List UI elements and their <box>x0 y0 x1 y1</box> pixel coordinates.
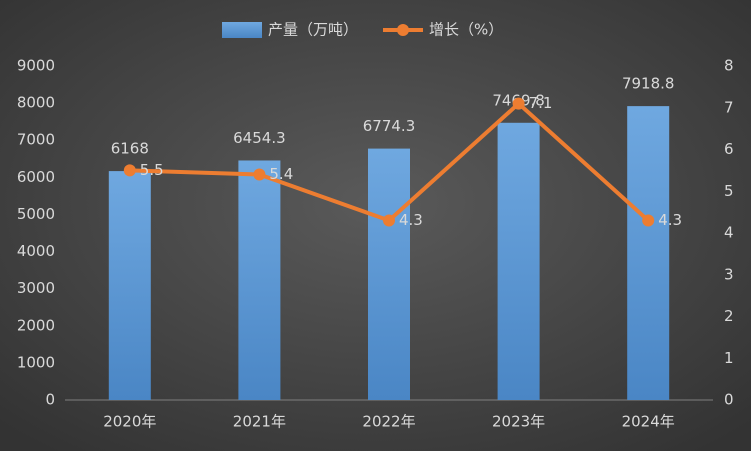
y-tick-label: 0 <box>45 391 55 409</box>
legend-label: 产量（万吨） <box>268 21 358 39</box>
bar-value-label: 6168 <box>111 140 149 158</box>
line-point <box>642 214 655 227</box>
line-value-label: 4.3 <box>658 211 682 229</box>
line-value-label: 4.3 <box>399 211 423 229</box>
line-point <box>123 164 136 177</box>
y-tick-label: 1000 <box>17 353 55 371</box>
legend-swatch <box>397 24 409 36</box>
y-tick-label: 7000 <box>17 131 55 149</box>
bar-value-label: 7918.8 <box>622 75 675 93</box>
line-value-label: 7.1 <box>529 94 553 112</box>
line-point <box>253 168 266 181</box>
legend-swatch <box>222 22 262 38</box>
line-value-label: 5.4 <box>269 165 293 183</box>
bar <box>368 148 410 400</box>
y2-tick-label: 6 <box>724 140 734 158</box>
x-tick-label: 2024年 <box>622 413 675 431</box>
y2-tick-label: 8 <box>724 57 734 75</box>
y-tick-label: 5000 <box>17 205 55 223</box>
y2-tick-label: 5 <box>724 182 734 200</box>
line-point <box>383 214 395 227</box>
y-tick-label: 3000 <box>17 279 55 297</box>
y-tick-label: 2000 <box>17 316 55 334</box>
y-tick-label: 4000 <box>17 242 55 260</box>
y-tick-label: 9000 <box>17 57 55 75</box>
y2-tick-label: 1 <box>724 349 734 367</box>
x-tick-label: 2020年 <box>103 413 156 431</box>
bar <box>238 160 281 400</box>
y2-tick-label: 4 <box>724 224 734 242</box>
x-tick-label: 2022年 <box>362 413 415 431</box>
bar <box>108 171 151 400</box>
x-tick-label: 2021年 <box>233 413 286 431</box>
bar <box>497 122 540 401</box>
y2-tick-label: 3 <box>724 265 734 283</box>
legend-label: 增长（%） <box>429 21 503 39</box>
bar-value-label: 6454.3 <box>233 129 286 147</box>
bar-value-label: 6774.3 <box>363 117 416 135</box>
bar <box>627 106 670 400</box>
y2-tick-label: 2 <box>724 307 734 325</box>
y-tick-label: 6000 <box>17 168 55 186</box>
line-point <box>512 97 525 110</box>
x-tick-label: 2023年 <box>492 413 545 431</box>
y2-tick-label: 0 <box>724 391 734 409</box>
line-value-label: 5.5 <box>140 161 164 179</box>
y2-tick-label: 7 <box>724 98 734 116</box>
y-tick-label: 8000 <box>17 94 55 112</box>
